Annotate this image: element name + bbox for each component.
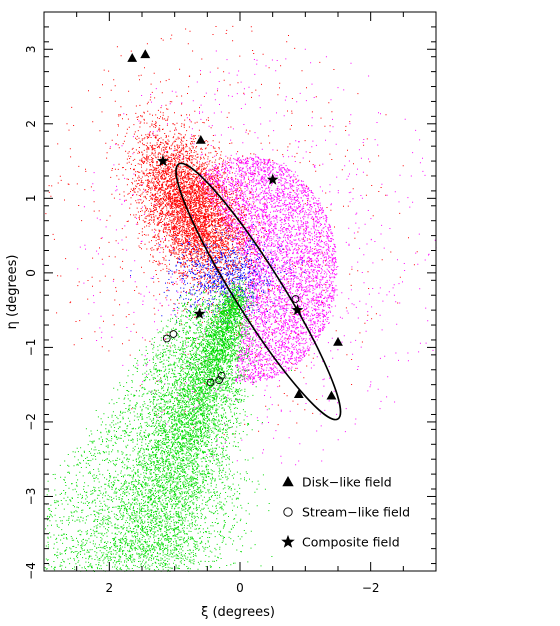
x-axis-label: ξ (degrees) (201, 605, 275, 620)
cloud-magenta (196, 156, 338, 384)
triangle-marker-4 (293, 389, 304, 398)
point-clouds (44, 25, 437, 572)
y-tick-label: −2 (24, 413, 38, 431)
circle-marker-4 (217, 371, 226, 380)
triangle-marker-5 (326, 390, 337, 400)
y-axis-ticks: 3 2 1 0 −1 −2 −3 −4 (24, 11, 436, 580)
legend-label-triangle: Disk−like field (302, 475, 392, 490)
ellipse (175, 162, 342, 421)
cloud-green (47, 277, 292, 572)
y-tick-label: −4 (24, 562, 38, 580)
circle-marker-3 (215, 376, 223, 385)
star-marker-3 (291, 303, 304, 316)
circle-marker-1 (169, 330, 178, 338)
x-tick-label: −2 (362, 581, 380, 595)
legend-star-symbol (281, 534, 295, 548)
y-axis-label: η (degrees) (5, 255, 20, 330)
triangle-marker-1 (140, 49, 151, 59)
legend-label-star: Composite field (302, 535, 400, 550)
y-tick-label: 3 (24, 45, 38, 53)
star-marker-0 (157, 154, 169, 167)
triangle-marker-2 (195, 135, 206, 144)
y-tick-label: −3 (24, 488, 38, 506)
legend-circle-symbol (283, 507, 293, 517)
y-tick-label: 2 (24, 120, 38, 128)
y-tick-label: 0 (24, 269, 38, 277)
legend-triangle-symbol (282, 476, 294, 487)
x-tick-label: 2 (106, 581, 114, 595)
x-tick-label: 0 (236, 581, 244, 595)
circle-marker-2 (206, 378, 215, 387)
y-tick-label: −1 (24, 339, 38, 357)
x-axis-ticks: 2 0 −2 (43, 12, 437, 595)
circle-marker-0 (162, 334, 171, 343)
star-marker-2 (193, 307, 206, 319)
circle-marker-5 (291, 295, 300, 303)
triangle-marker-0 (127, 53, 138, 62)
legend-label-circle: Stream−like field (302, 505, 410, 520)
legend: Disk−like field Stream−like field Composit… (281, 475, 410, 550)
star-marker-1 (266, 173, 279, 185)
field-markers (127, 49, 343, 400)
triangle-marker-3 (333, 337, 343, 346)
ellipse-layer (175, 162, 342, 421)
y-tick-label: 1 (24, 194, 38, 202)
